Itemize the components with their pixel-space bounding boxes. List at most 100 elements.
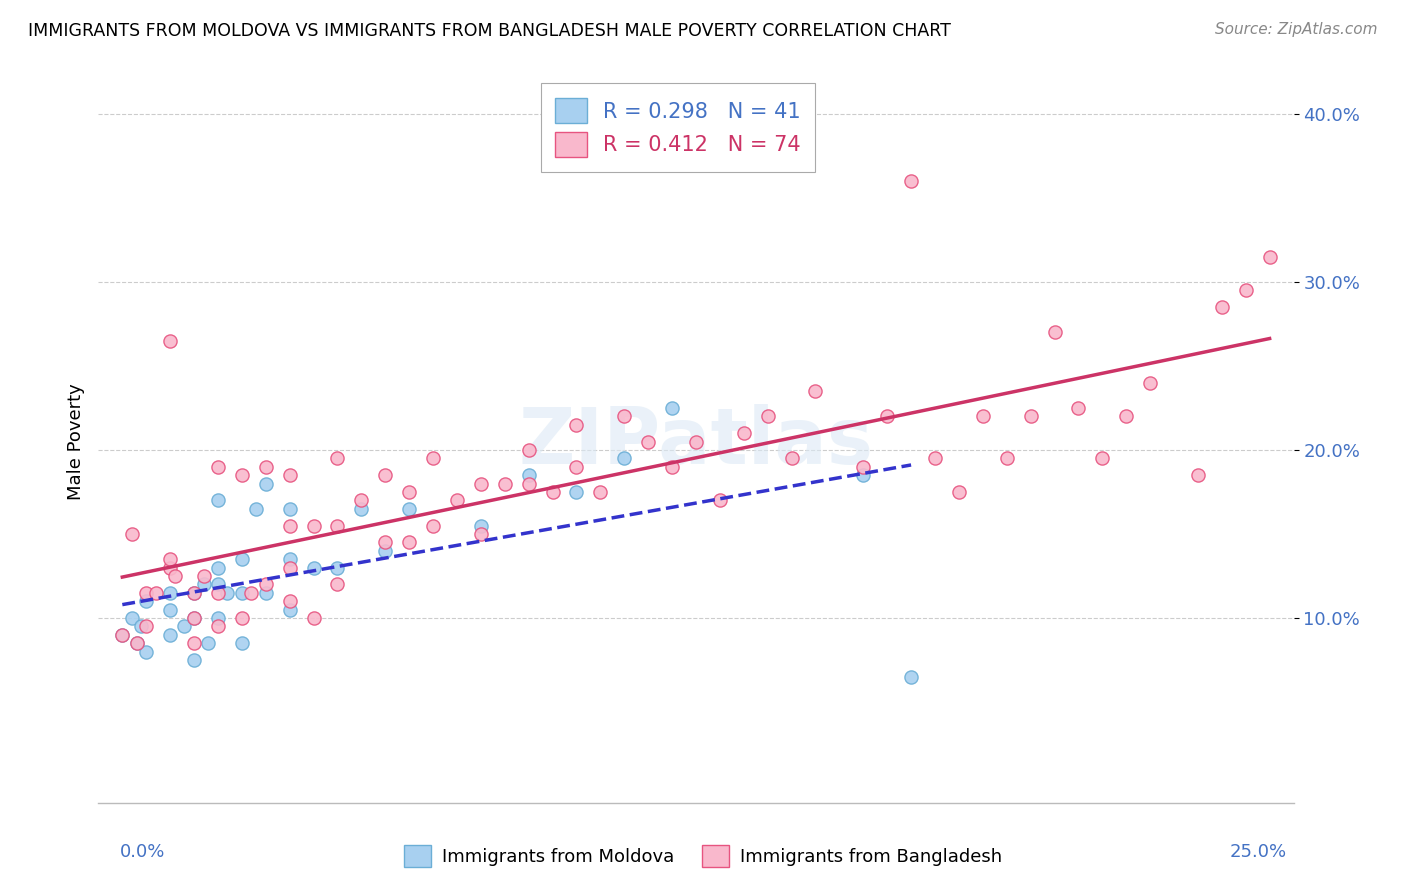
Point [278, 518, 301, 533]
Point [207, 459, 229, 474]
Point [422, 518, 444, 533]
Point [1115, 409, 1137, 424]
Point [661, 459, 683, 474]
Point [804, 384, 827, 398]
Point [494, 476, 516, 491]
Point [613, 409, 636, 424]
Point [1139, 376, 1161, 390]
Point [756, 409, 779, 424]
Text: 25.0%: 25.0% [1229, 843, 1286, 861]
Point [125, 636, 148, 650]
Point [900, 670, 922, 684]
Point [231, 636, 253, 650]
Point [852, 468, 875, 483]
Point [135, 594, 157, 608]
Point [924, 451, 946, 466]
Point [398, 501, 420, 516]
Point [183, 611, 205, 625]
Point [197, 636, 219, 650]
Point [231, 552, 253, 566]
Point [1211, 300, 1233, 314]
Point [1091, 451, 1114, 466]
Point [193, 569, 215, 583]
Text: IMMIGRANTS FROM MOLDOVA VS IMMIGRANTS FROM BANGLADESH MALE POVERTY CORRELATION C: IMMIGRANTS FROM MOLDOVA VS IMMIGRANTS FR… [28, 22, 950, 40]
Y-axis label: Male Poverty: Male Poverty [66, 384, 84, 500]
Point [121, 527, 143, 541]
Point [661, 401, 683, 415]
Point [876, 409, 898, 424]
Point [995, 451, 1018, 466]
Point [183, 586, 205, 600]
Point [1234, 283, 1257, 297]
Point [972, 409, 994, 424]
Point [135, 586, 157, 600]
Point [278, 501, 301, 516]
Point [193, 577, 215, 591]
Point [125, 636, 148, 650]
Point [183, 611, 205, 625]
Point [517, 468, 540, 483]
Point [159, 586, 181, 600]
Point [183, 636, 205, 650]
Point [159, 602, 181, 616]
Point [1043, 326, 1066, 340]
Point [207, 493, 229, 508]
Point [145, 586, 167, 600]
Point [541, 485, 564, 500]
Point [517, 476, 540, 491]
Point [302, 611, 325, 625]
Point [231, 586, 253, 600]
Point [231, 468, 253, 483]
Point [326, 518, 349, 533]
Point [589, 485, 612, 500]
Point [121, 611, 143, 625]
Point [1258, 250, 1281, 264]
Legend: R = 0.298   N = 41, R = 0.412   N = 74: R = 0.298 N = 41, R = 0.412 N = 74 [541, 84, 815, 172]
Point [159, 334, 181, 348]
Point [183, 586, 205, 600]
Point [374, 543, 396, 558]
Point [326, 451, 349, 466]
Point [685, 434, 707, 449]
Point [245, 501, 267, 516]
Point [135, 644, 157, 658]
Point [207, 577, 229, 591]
Text: Source: ZipAtlas.com: Source: ZipAtlas.com [1215, 22, 1378, 37]
Point [278, 468, 301, 483]
Point [733, 426, 755, 441]
Point [422, 451, 444, 466]
Point [350, 493, 373, 508]
Point [374, 468, 396, 483]
Point [1187, 468, 1209, 483]
Point [278, 560, 301, 574]
Point [565, 459, 588, 474]
Point [1067, 401, 1090, 415]
Point [231, 611, 253, 625]
Point [159, 552, 181, 566]
Point [780, 451, 803, 466]
Point [173, 619, 195, 633]
Point [111, 628, 134, 642]
Point [111, 628, 134, 642]
Point [637, 434, 659, 449]
Point [565, 417, 588, 432]
Point [470, 476, 492, 491]
Point [302, 560, 325, 574]
Point [398, 485, 420, 500]
Point [163, 569, 186, 583]
Point [709, 493, 731, 508]
Point [254, 476, 277, 491]
Point [217, 586, 239, 600]
Point [135, 619, 157, 633]
Point [183, 653, 205, 667]
Text: ZIPatlas: ZIPatlas [519, 403, 873, 480]
Legend: Immigrants from Moldova, Immigrants from Bangladesh: Immigrants from Moldova, Immigrants from… [396, 838, 1010, 874]
Point [350, 501, 373, 516]
Point [852, 459, 875, 474]
Point [326, 577, 349, 591]
Point [207, 611, 229, 625]
Point [254, 577, 277, 591]
Point [254, 459, 277, 474]
Point [131, 619, 153, 633]
Point [398, 535, 420, 549]
